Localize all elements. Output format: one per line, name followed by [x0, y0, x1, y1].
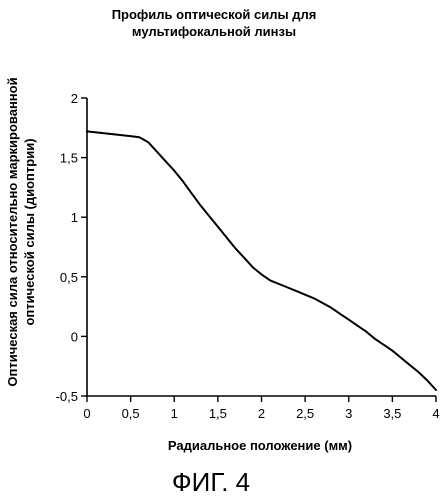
chart-title-line-2: мультифокальной линзы	[132, 24, 296, 39]
x-tick-label: 3	[345, 406, 352, 421]
x-tick-label: 1,5	[209, 406, 227, 421]
chart-title-line-1: Профиль оптической силы для	[112, 7, 317, 22]
x-tick-label: 2	[258, 406, 265, 421]
figure-caption: ФИГ. 4	[172, 467, 250, 497]
x-tick-label: 1	[171, 406, 178, 421]
x-tick-label: 3,5	[383, 406, 401, 421]
plot-area: -0,5 0 0,5 1 1,5 2 0 0,5 1 1,5 2 2,5 3 3,5 4	[56, 91, 440, 421]
y-tick-label: -0,5	[56, 389, 78, 404]
y-tick-label: 0	[71, 329, 78, 344]
y-tick-label: 1,5	[60, 151, 78, 166]
x-tick-label: 0	[83, 406, 90, 421]
x-axis-title: Радиальное положение (мм)	[168, 438, 352, 453]
y-axis-title: Оптическая сила относительно маркированн…	[5, 77, 37, 386]
x-tick-label: 2,5	[296, 406, 314, 421]
power-profile-line	[87, 131, 436, 390]
y-tick-label: 0,5	[60, 270, 78, 285]
y-tick-label: 2	[71, 91, 78, 106]
y-axis-title-line-2: оптической силы (диоптрии)	[22, 138, 37, 325]
y-tick-label: 1	[71, 210, 78, 225]
y-axis-title-line-1: Оптическая сила относительно маркированн…	[5, 77, 20, 386]
x-tick-label: 4	[432, 406, 439, 421]
chart-title: Профиль оптической силы для мультифокаль…	[112, 7, 317, 39]
x-tick-label: 0,5	[122, 406, 140, 421]
